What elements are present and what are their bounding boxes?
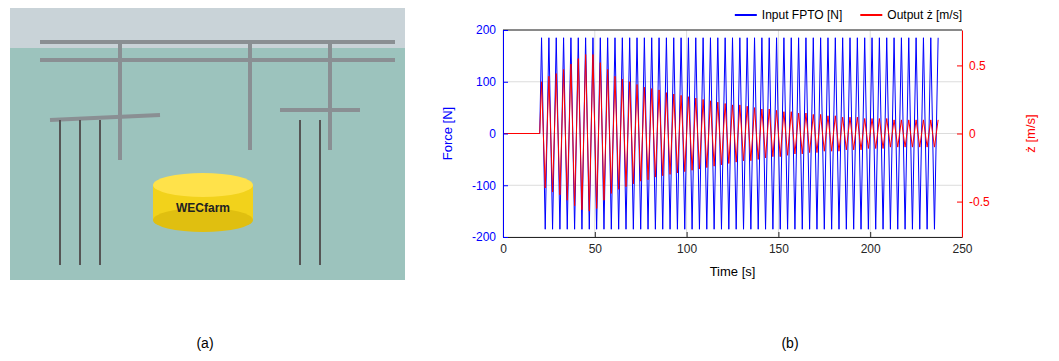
series-line (503, 55, 938, 212)
photo-buoy-top (153, 173, 253, 197)
photo-wall (10, 8, 405, 48)
tick-label: 0.5 (969, 59, 986, 73)
legend-swatch (860, 14, 882, 16)
panel-label: (a) (196, 335, 213, 351)
axis: 0 50 100 150 200 250 (500, 232, 973, 256)
grid-line (503, 30, 962, 31)
tick-mark (503, 30, 508, 31)
photo-probe (79, 120, 81, 265)
legend-swatch (735, 14, 757, 16)
tick-label: 0 (500, 242, 507, 256)
tick-mark (870, 232, 871, 237)
tick-mark (595, 232, 596, 237)
tick-mark (957, 134, 962, 135)
tick-label: 150 (769, 242, 789, 256)
figure: WECfarm (a) (b) 0 50 100 150 200 250 -200 -100 0 100… (0, 0, 1059, 361)
tick-mark (503, 185, 508, 186)
tick-label: 200 (861, 242, 881, 256)
photo-background (10, 8, 405, 280)
photo-probe (299, 120, 301, 265)
tick-label: 100 (677, 242, 697, 256)
tick: 0.5 (957, 59, 986, 73)
tick-label: 250 (952, 242, 972, 256)
tick: 50 (589, 232, 603, 256)
tick: 100 (476, 75, 508, 89)
legend-item: Input FPTO [N] (735, 8, 842, 22)
photo-frame (280, 108, 360, 112)
photo-frame (118, 42, 122, 160)
tick: 200 (476, 23, 508, 37)
photo-text: WECfarm (176, 201, 230, 215)
photo-frame (328, 42, 332, 150)
tick: 0 (957, 127, 976, 141)
series-line (503, 38, 938, 229)
grid-line (503, 237, 962, 238)
axis-title: Time [s] (710, 264, 756, 279)
grid-line (503, 185, 962, 186)
panel-label: (b) (781, 335, 798, 351)
legend-label: Input FPTO [N] (762, 8, 842, 22)
plot-frame (503, 30, 962, 31)
tick-mark (957, 65, 962, 66)
photo-probe (99, 120, 101, 265)
axis: -0.5 0 0.5 (957, 31, 990, 238)
tick: 200 (861, 232, 881, 256)
tick: 150 (769, 232, 789, 256)
axis-line (504, 237, 963, 238)
legend-label: Output ż [m/s] (887, 8, 962, 22)
tick: -0.5 (957, 195, 990, 209)
photo-probe (59, 120, 61, 265)
tick-mark (778, 232, 779, 237)
tick-mark (503, 82, 508, 83)
photo-panel: WECfarm (10, 8, 405, 280)
axis-line (962, 31, 963, 238)
photo-frame (40, 40, 395, 44)
axis: -200 -100 0 100 200 (472, 23, 508, 244)
photo-probe (319, 120, 321, 265)
tick-mark (503, 134, 508, 135)
tick-mark (503, 237, 508, 238)
legend-item: Output ż [m/s] (860, 8, 962, 22)
photo-frame (248, 42, 252, 150)
photo-frame (40, 58, 395, 62)
grid (503, 30, 962, 237)
tick-mark (687, 232, 688, 237)
tick: 100 (677, 232, 697, 256)
tick-label: -0.5 (969, 195, 990, 209)
tick-label: 50 (589, 242, 603, 256)
tick-mark (957, 202, 962, 203)
photo-frame (50, 115, 160, 120)
plot-area (503, 38, 938, 229)
tick-label: -200 (472, 230, 496, 244)
tick: -100 (472, 179, 508, 193)
tick-label: 200 (476, 23, 496, 37)
tick-label: -100 (472, 179, 496, 193)
tick: -200 (472, 230, 508, 244)
chart: 0 50 100 150 200 250 -200 -100 0 100 200 -0.5 0 0.5 Ti… (440, 8, 1038, 279)
axis-title: Force [N] (440, 107, 455, 160)
tick-label: 0 (489, 127, 496, 141)
tick-label: 100 (476, 75, 496, 89)
legend: Input FPTO [N] Output ż [m/s] (735, 8, 962, 22)
axis-title: ż [m/s] (1023, 114, 1038, 152)
grid-line (503, 133, 962, 134)
tick: 0 (489, 127, 508, 141)
tick-label: 0 (969, 127, 976, 141)
